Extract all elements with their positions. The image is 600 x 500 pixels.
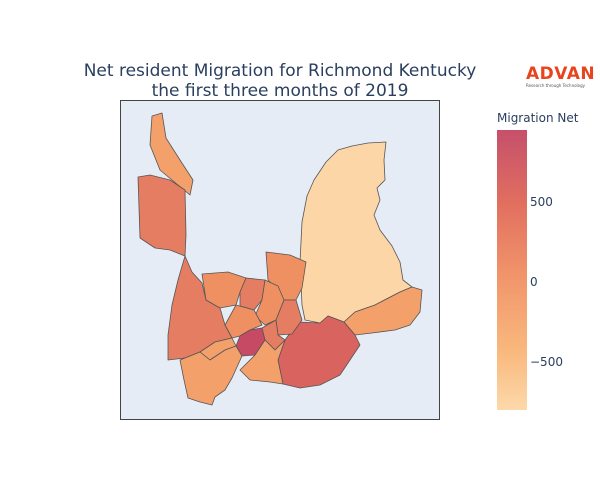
logo-wordmark: ADVAN (526, 64, 596, 84)
region-central-north[interactable] (201, 271, 247, 309)
region-central-b[interactable] (254, 279, 285, 326)
logo-tagline: Research through Technology (526, 83, 586, 88)
colorbar-tick-label: 0 (530, 275, 538, 289)
chart-title-line-1: Net resident Migration for Richmond Kent… (83, 61, 477, 81)
region-east-strip[interactable] (343, 286, 423, 336)
colorbar (497, 130, 527, 410)
colorbar-tick-label: 500 (530, 195, 553, 209)
region-south-central[interactable] (239, 339, 286, 385)
colorbar-tick-label: −500 (530, 355, 563, 369)
advan-logo: ADVAN Research through Technology (526, 65, 596, 88)
region-west[interactable] (137, 174, 187, 257)
region-north-strip[interactable] (149, 112, 194, 196)
chart-title-line-2: the first three months of 2019 (151, 81, 409, 101)
region-south-west-b[interactable] (179, 345, 243, 406)
colorbar-title: Migration Net (497, 111, 579, 125)
